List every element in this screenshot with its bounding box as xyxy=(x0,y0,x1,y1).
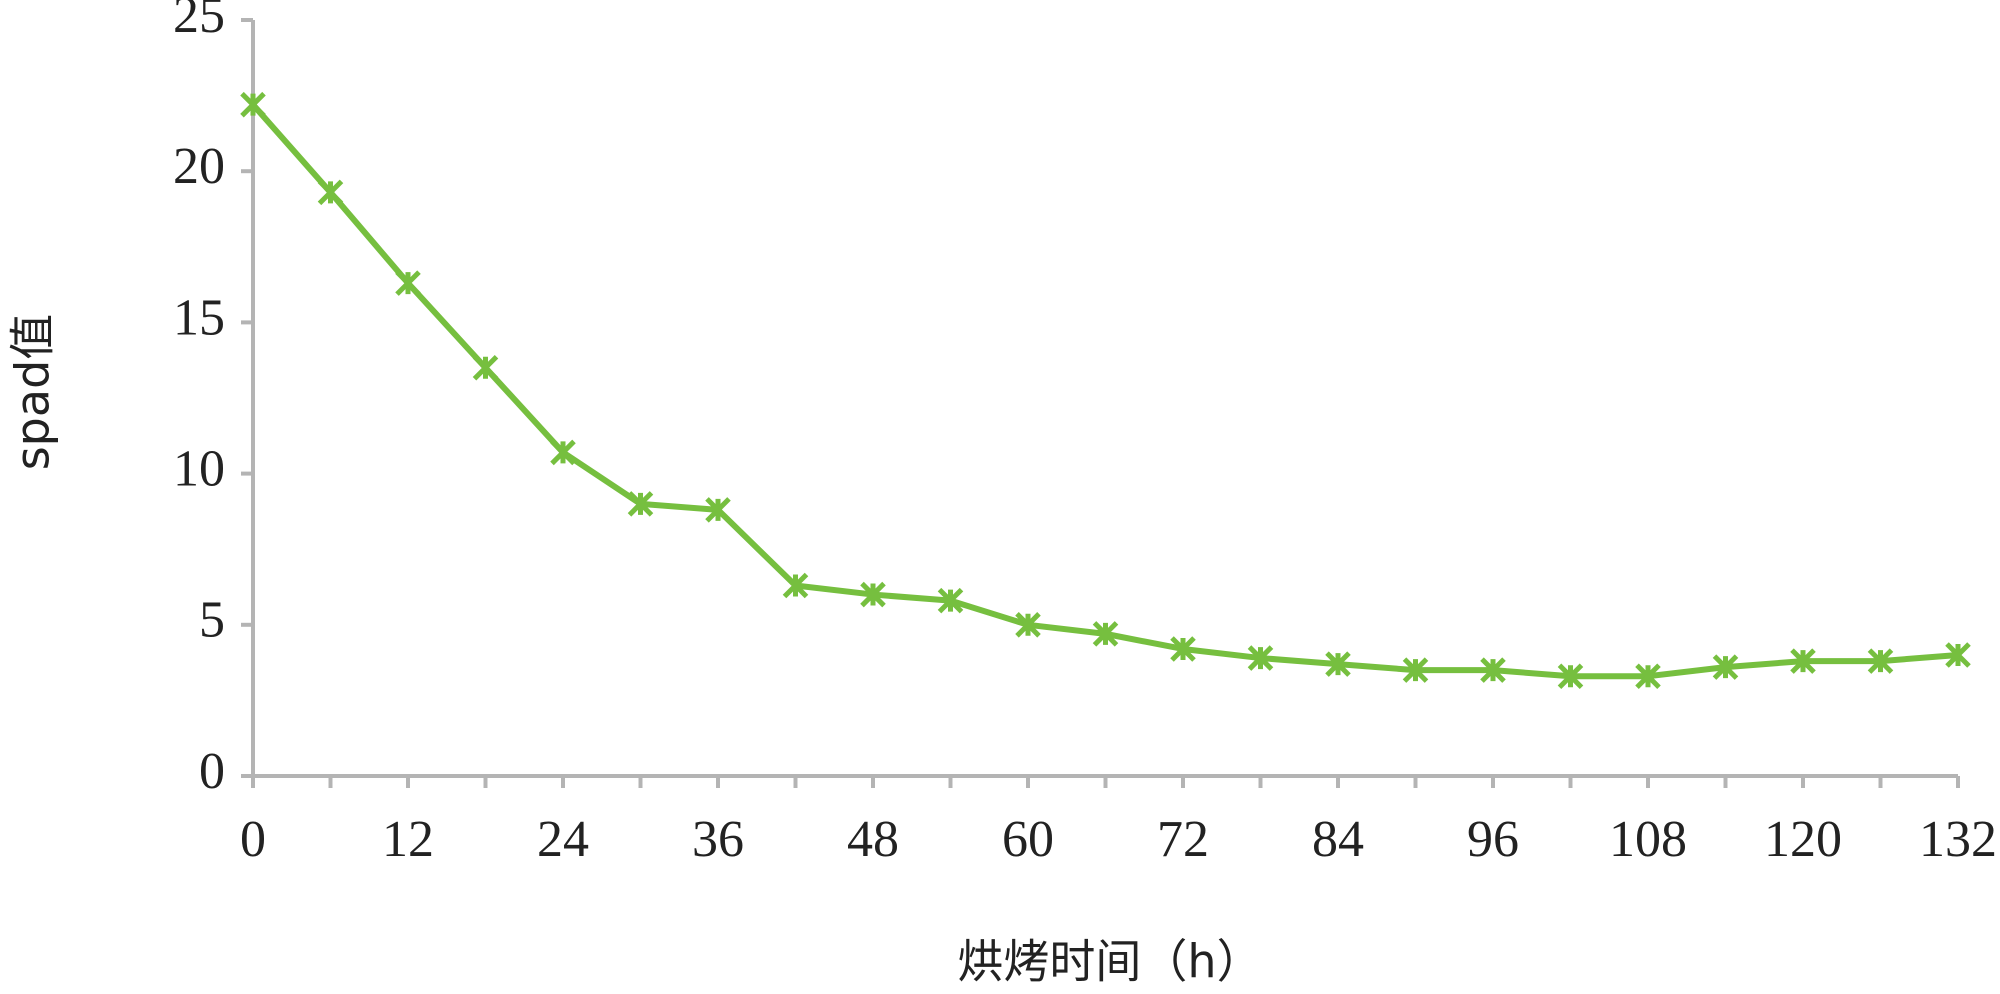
data-marker xyxy=(1945,642,1971,668)
data-marker xyxy=(1325,651,1351,677)
x-tick-label: 96 xyxy=(1467,811,1519,868)
x-tick-label: 0 xyxy=(240,811,266,868)
data-marker xyxy=(1867,648,1894,674)
data-marker xyxy=(1170,636,1196,662)
y-tick-label: 25 xyxy=(173,0,225,44)
data-marker xyxy=(1247,645,1274,671)
data-marker xyxy=(782,572,809,599)
y-tick-label: 5 xyxy=(199,592,225,649)
data-marker xyxy=(1015,612,1041,638)
x-tick-label: 120 xyxy=(1764,811,1842,868)
data-marker xyxy=(1557,663,1584,689)
data-line xyxy=(250,102,1959,680)
x-tick-label: 72 xyxy=(1157,811,1209,868)
data-marker xyxy=(1480,657,1506,683)
x-tick-label: 12 xyxy=(382,811,434,868)
y-tick-label: 10 xyxy=(173,441,225,498)
x-tick-label: 132 xyxy=(1919,811,1997,868)
data-marker xyxy=(240,91,266,118)
data-marker xyxy=(937,587,964,614)
x-tick-label: 48 xyxy=(847,811,899,868)
data-marker xyxy=(627,491,654,517)
x-axis-title: 烘烤时间（h） xyxy=(957,935,1262,989)
x-tick-label: 24 xyxy=(537,811,589,868)
data-marker xyxy=(317,179,344,206)
data-marker xyxy=(1790,648,1816,674)
data-marker xyxy=(550,439,576,466)
data-marker xyxy=(1712,654,1739,680)
y-tick-label: 20 xyxy=(173,138,225,195)
data-marker xyxy=(1402,657,1429,683)
data-marker xyxy=(395,270,421,296)
data-marker xyxy=(472,354,499,381)
data-marker xyxy=(1635,663,1661,689)
data-marker xyxy=(705,497,731,523)
x-tick-label: 108 xyxy=(1609,811,1687,868)
data-marker xyxy=(1092,621,1119,647)
x-tick-label: 84 xyxy=(1312,811,1364,868)
y-tick-label: 0 xyxy=(199,743,225,800)
y-axis-title: spad值 xyxy=(6,314,60,471)
data-marker xyxy=(860,581,886,608)
y-tick-label: 15 xyxy=(173,289,225,346)
x-tick-label: 36 xyxy=(692,811,744,868)
x-tick-label: 60 xyxy=(1002,811,1054,868)
